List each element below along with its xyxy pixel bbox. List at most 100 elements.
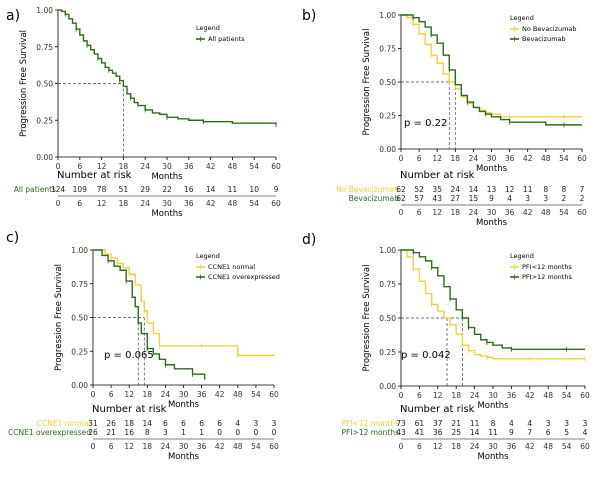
x-tick-label: 0 [56,162,61,171]
risk-x-axis-label: Months [477,452,509,462]
risk-x-tick-label: 18 [451,208,461,217]
y-tick-label: 0.50 [379,78,396,87]
risk-count: 4 [507,194,512,203]
risk-count: 1 [181,428,186,437]
legend-label: All patients [208,35,245,43]
risk-count: 0 [217,428,222,437]
risk-count: 3 [543,194,548,203]
panel-3: d)0.000.250.500.751.000 6 12 18 24 30 36 42 48 54… [302,232,590,462]
risk-table-title: Number at risk [400,404,475,415]
risk-count: 4 [509,419,514,428]
risk-count: 12 [505,185,515,194]
survival-curve-0 [58,9,277,125]
risk-x-tick-label: 42 [525,442,535,451]
x-tick-label: 0 [91,390,96,399]
risk-count: 6 [181,419,186,428]
risk-x-tick-label: 60 [269,442,279,451]
legend-label: No Bevacizumab [522,25,577,33]
x-tick-label: 30 [162,162,172,171]
risk-count: 52 [414,185,424,194]
risk-x-tick-label: 24 [140,199,150,208]
x-tick-label: 48 [228,162,238,171]
risk-count: 0 [235,428,240,437]
risk-x-tick-label: 18 [119,199,129,208]
x-tick-label: 48 [233,390,243,399]
risk-x-tick-label: 0 [91,442,96,451]
risk-x-tick-label: 48 [228,199,238,208]
legend-label: CCNE1 normal [208,263,255,271]
risk-x-tick-label: 54 [251,442,261,451]
risk-count: 21 [451,419,461,428]
risk-count: 124 [51,185,66,194]
risk-row-label: CCNE1 normal [37,419,91,428]
y-tick-label: 0.25 [379,112,396,121]
risk-x-tick-label: 6 [417,208,422,217]
x-tick-label: 54 [559,154,569,163]
risk-count: 57 [414,194,424,203]
risk-count: 3 [583,419,588,428]
risk-x-axis-label: Months [168,452,200,462]
x-tick-label: 24 [140,162,150,171]
risk-x-axis-label: Months [151,209,183,219]
risk-x-tick-label: 30 [162,199,172,208]
x-tick-label: 18 [119,162,129,171]
risk-count: 27 [451,194,461,203]
risk-count: 16 [124,428,134,437]
y-tick-label: 0.50 [379,314,396,323]
risk-count: 11 [523,185,533,194]
risk-count: 14 [469,185,479,194]
x-tick-label: 30 [487,154,497,163]
risk-count: 8 [145,428,150,437]
x-tick-label: 6 [417,391,422,400]
x-tick-label: 42 [206,162,216,171]
risk-table-title: Number at risk [400,170,475,181]
risk-x-tick-label: 24 [469,208,479,217]
risk-x-axis-label: Months [476,218,508,228]
risk-x-tick-label: 18 [451,442,461,451]
y-tick-label: 1.00 [36,6,53,15]
survival-curve-1 [401,249,585,350]
risk-x-tick-label: 42 [215,442,225,451]
legend-label: PFI<12 months [522,263,572,271]
y-tick-label: 0.25 [36,116,53,125]
x-axis-label: Months [476,164,508,174]
y-tick-label: 0.75 [71,280,88,289]
risk-x-tick-label: 24 [161,442,171,451]
risk-count: 26 [106,419,116,428]
risk-count: 3 [564,419,569,428]
risk-count: 3 [525,194,530,203]
x-tick-label: 18 [143,390,153,399]
risk-count: 6 [217,419,222,428]
survival-curve-1 [401,14,582,126]
risk-x-tick-label: 60 [577,208,587,217]
risk-x-tick-label: 42 [523,208,533,217]
risk-count: 61 [415,419,425,428]
risk-count: 41 [415,428,425,437]
risk-x-tick-label: 30 [487,208,497,217]
risk-count: 37 [433,419,443,428]
x-tick-label: 60 [269,390,279,399]
panel-label: c) [6,230,19,246]
risk-count: 11 [470,419,480,428]
y-axis-label: Progression Free Survival [362,265,372,372]
risk-x-tick-label: 36 [507,442,517,451]
risk-x-tick-label: 42 [206,199,216,208]
risk-x-tick-label: 12 [97,199,107,208]
risk-count: 1 [199,428,204,437]
x-tick-label: 30 [488,391,498,400]
x-tick-label: 12 [124,390,134,399]
risk-count: 0 [272,428,277,437]
risk-count: 8 [491,419,496,428]
survival-curve-0 [401,14,582,118]
survival-curve-1 [93,249,206,380]
risk-count: 0 [254,428,259,437]
y-tick-label: 0.00 [71,381,88,390]
risk-count: 25 [451,428,461,437]
risk-count: 2 [580,194,585,203]
risk-count: 4 [235,419,240,428]
risk-x-tick-label: 6 [109,442,114,451]
x-tick-label: 6 [109,390,114,399]
risk-x-tick-label: 48 [541,208,551,217]
x-tick-label: 42 [215,390,225,399]
